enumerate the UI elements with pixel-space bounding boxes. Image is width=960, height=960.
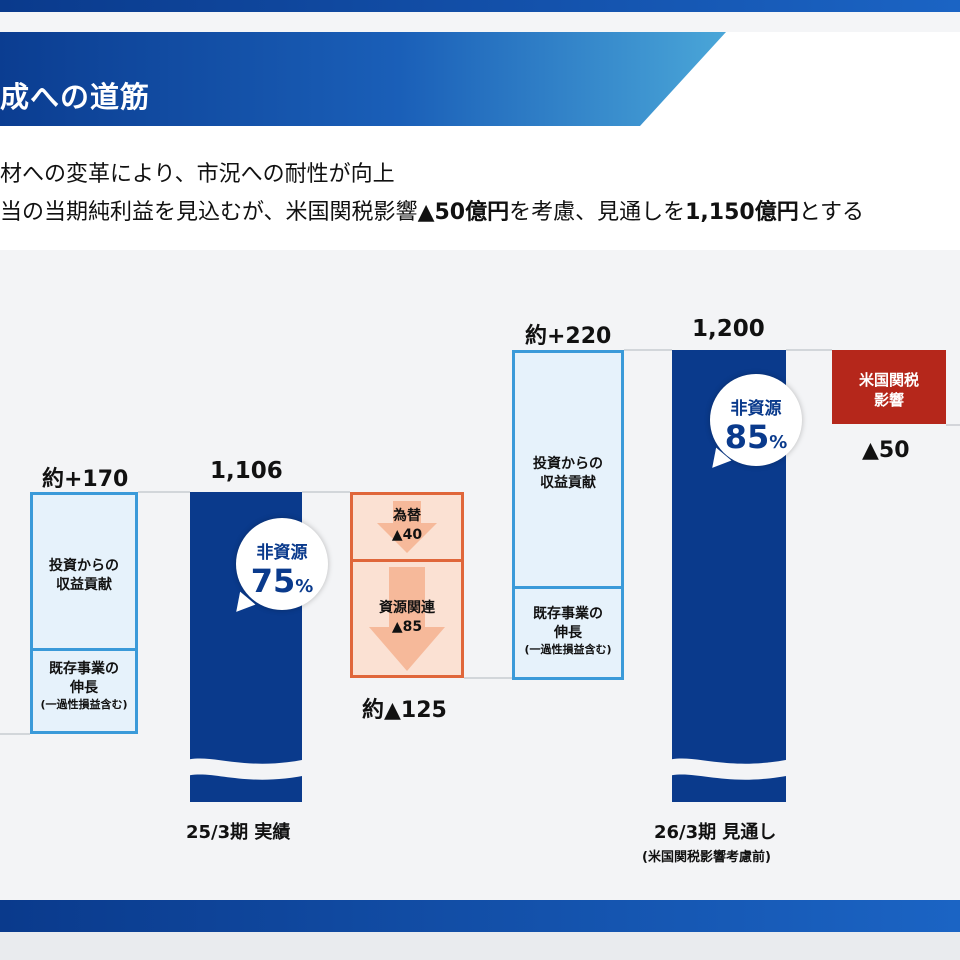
page-title: 成への道筋 [0,80,151,114]
bar3-value-label: 約▲125 [362,698,447,723]
bar4-value-label: 約+220 [525,324,612,349]
bar4-seg1-text: 投資からの 収益貢献 [533,456,603,491]
bar6-tariff-box: 米国関税 影響 [832,350,946,424]
category-label-26: 26/3期 見通し [654,822,777,843]
title-banner [0,32,726,126]
bar3-seg2-text: 資源関連 ▲85 [379,600,435,635]
bar3-seg1-text: 為替 ▲40 [391,508,423,543]
category-label-25: 25/3期 実績 [186,822,291,843]
bar2-axis-break [180,758,312,780]
subtitle-line-1: 材への変革により、市況への耐性が向上 [0,162,395,187]
bottom-accent-bar [0,900,960,932]
bar1-increase-box: 投資からの 収益貢献 既存事業の 伸長 (一過性損益含む) [30,492,138,734]
bar4-seg2-text: 既存事業の 伸長 (一過性損益含む) [524,606,612,656]
bar3-decrease-box: 為替 ▲40 資源関連 ▲85 [350,492,464,678]
bar5-value-label: 1,200 [692,316,765,342]
bar2-nonresource-bubble: 非資源 75% [236,518,328,610]
top-accent-bar [0,0,960,12]
subtitle-line-2: 当の当期純利益を見込むが、米国関税影響▲50億円を考慮、見通しを1,150億円と… [0,200,865,225]
bottom-spacer [0,932,960,960]
category-note-26: (米国関税影響考慮前) [642,850,771,865]
bar5-nonresource-bubble: 非資源 85% [710,374,802,466]
bar1-seg1-text: 投資からの 収益貢献 [49,558,119,593]
top-spacer [0,12,960,32]
chart-panel [0,250,960,900]
bar1-seg2-text: 既存事業の 伸長 (一過性損益含む) [40,661,128,711]
bar2-value-label: 1,106 [210,458,283,484]
bar3-arrow-2 [369,567,445,671]
bar6-value-label: ▲50 [862,438,910,463]
connector-lines [0,349,960,735]
bar4-increase-box: 投資からの 収益貢献 既存事業の 伸長 (一過性損益含む) [512,350,624,680]
bar6-text: 米国関税 影響 [858,371,919,410]
bar5-axis-break [662,758,796,780]
bar1-value-label: 約+170 [42,467,129,492]
bar3-arrow-1 [377,501,437,553]
